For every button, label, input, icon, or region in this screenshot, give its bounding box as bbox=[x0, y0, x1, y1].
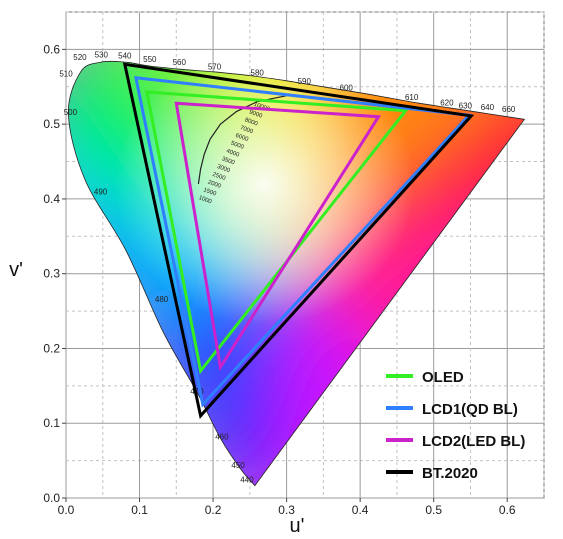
x-axis-title: u' bbox=[290, 515, 305, 537]
wavelength-label: 600 bbox=[340, 84, 354, 93]
cct-label: 2500 bbox=[211, 172, 226, 182]
wavelength-label: 610 bbox=[405, 93, 419, 102]
wavelength-label: 580 bbox=[251, 69, 265, 78]
y-tick-label: 0.4 bbox=[43, 192, 60, 206]
legend-label: BT.2020 bbox=[422, 465, 478, 482]
x-tick-label: 0.0 bbox=[58, 503, 75, 517]
wavelength-label: 530 bbox=[95, 51, 109, 60]
x-tick-label: 0.3 bbox=[278, 503, 295, 517]
cct-label: 1000 bbox=[198, 195, 213, 205]
wavelength-label: 560 bbox=[173, 58, 187, 67]
wavelength-label: 640 bbox=[481, 103, 495, 112]
x-tick-label: 0.5 bbox=[425, 503, 442, 517]
planckian-curve bbox=[197, 95, 287, 185]
cct-label: 6000 bbox=[234, 133, 249, 143]
legend-label: LCD1(QD BL) bbox=[422, 401, 518, 418]
x-tick-label: 0.4 bbox=[352, 503, 369, 517]
x-tick-label: 0.1 bbox=[131, 503, 148, 517]
gamut-triangle bbox=[145, 90, 409, 375]
gamut-triangles bbox=[122, 62, 475, 419]
gamut-triangle bbox=[134, 76, 473, 408]
chromaticity-fill bbox=[68, 61, 525, 486]
wavelength-label: 630 bbox=[459, 101, 473, 110]
legend-label: LCD2(LED BL) bbox=[422, 433, 525, 450]
legend: OLED LCD1(QD BL) LCD2(LED BL) BT.2020 bbox=[386, 369, 525, 482]
y-tick-label: 0.2 bbox=[43, 341, 60, 355]
wavelength-label: 570 bbox=[208, 63, 222, 72]
wavelength-label: 500 bbox=[64, 108, 78, 117]
cct-label: 2000 bbox=[207, 180, 222, 190]
gamut-triangle bbox=[174, 101, 382, 372]
cct-label: 3000 bbox=[216, 164, 231, 174]
legend-label: OLED bbox=[422, 369, 464, 386]
y-tick-label: 0.0 bbox=[43, 491, 60, 505]
cct-label: 8000 bbox=[244, 117, 259, 127]
gamut-triangle bbox=[122, 62, 475, 419]
wavelength-label: 550 bbox=[143, 55, 157, 64]
y-axis-title: v' bbox=[9, 259, 23, 281]
x-tick-label: 0.6 bbox=[499, 503, 516, 517]
wavelength-label: 480 bbox=[155, 295, 169, 304]
wavelength-label: 510 bbox=[59, 69, 73, 78]
wavelength-label: 460 bbox=[215, 433, 229, 442]
cct-label: 1500 bbox=[202, 187, 217, 197]
wavelength-label: 440 bbox=[240, 475, 254, 484]
cct-label: 5000 bbox=[230, 141, 245, 151]
wavelength-label: 540 bbox=[118, 51, 132, 60]
wavelength-label: 590 bbox=[298, 77, 312, 86]
cct-label: 7000 bbox=[239, 125, 254, 135]
x-tick-label: 0.2 bbox=[205, 503, 222, 517]
wavelength-label: 450 bbox=[231, 461, 245, 470]
cct-label: 9000 bbox=[248, 109, 263, 119]
y-tick-label: 0.3 bbox=[43, 267, 60, 281]
y-tick-label: 0.1 bbox=[43, 416, 60, 430]
cct-label: 4000 bbox=[225, 148, 240, 158]
y-tick-label: 0.6 bbox=[43, 42, 60, 56]
wavelength-label: 520 bbox=[73, 53, 87, 62]
wavelength-label: 660 bbox=[502, 105, 516, 114]
wavelength-label: 470 bbox=[190, 387, 204, 396]
wavelength-label: 490 bbox=[94, 187, 108, 196]
axes: 0.0 0.1 0.2 0.3 0.4 0.5 0.6 0.0 0.1 0.2 0.3 0.4 0.5 0… bbox=[43, 42, 516, 517]
cct-label: 3500 bbox=[221, 156, 236, 166]
y-tick-label: 0.5 bbox=[43, 117, 60, 131]
wavelength-label: 620 bbox=[440, 98, 454, 107]
spectral-locus bbox=[67, 60, 526, 487]
